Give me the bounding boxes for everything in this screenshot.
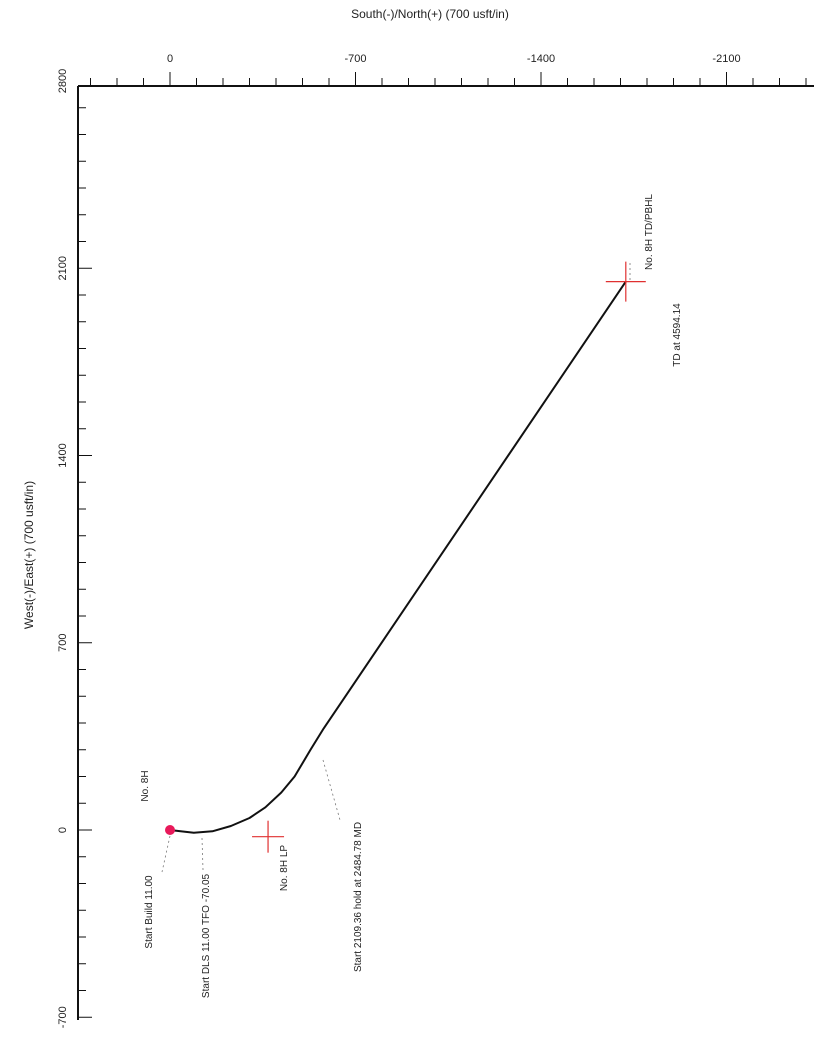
axes-group: [77, 72, 814, 1020]
annotation-leader-line: [201, 837, 204, 871]
lp-crosshair-marker: [252, 820, 285, 853]
well-path-line: [169, 281, 627, 834]
td-crosshair-marker: [605, 261, 646, 302]
left-tick-label: 700: [57, 634, 69, 652]
surface-location-marker: [165, 825, 175, 835]
left-tick-label: 2800: [57, 69, 69, 93]
top-tick-label: 0: [167, 53, 173, 65]
top-tick-label: -1400: [527, 53, 555, 65]
lp-label: No. 8H LP: [279, 845, 290, 891]
annotation-start-build: Start Build 11.00: [144, 875, 155, 949]
left-tick-label: -700: [57, 1006, 69, 1028]
td-pbhl-label: No. 8H TD/PBHL: [644, 194, 655, 270]
left-axis-title: West(-)/East(+) (700 usft/in): [22, 481, 36, 629]
left-tick-label: 1400: [57, 443, 69, 467]
annotation-start-hold: Start 2109.36 hold at 2484.78 MD: [353, 822, 364, 972]
annotation-td: TD at 4594.14: [672, 303, 683, 367]
top-axis-title: South(-)/North(+) (700 usft/in): [351, 7, 509, 21]
annotation-leader-line: [161, 835, 171, 873]
top-minor-ticks: [90, 72, 807, 86]
surface-well-label: No. 8H: [140, 770, 151, 801]
leader-lines: [161, 262, 631, 873]
annotation-leader-line: [322, 759, 341, 821]
left-minor-ticks: [78, 107, 92, 1018]
top-tick-label: -700: [344, 53, 366, 65]
marker-layer: [165, 261, 646, 853]
left-tick-label: 2100: [57, 256, 69, 280]
left-tick-label: 0: [57, 827, 69, 833]
top-tick-labels: 0 -700 -1400 -2100: [167, 53, 741, 65]
left-tick-labels: 2800 2100 1400 700 0 -700: [57, 69, 69, 1029]
top-tick-label: -2100: [712, 53, 740, 65]
annotation-start-dls: Start DLS 11.00 TFO -70.05: [201, 873, 212, 998]
plot-layer: [169, 281, 627, 834]
